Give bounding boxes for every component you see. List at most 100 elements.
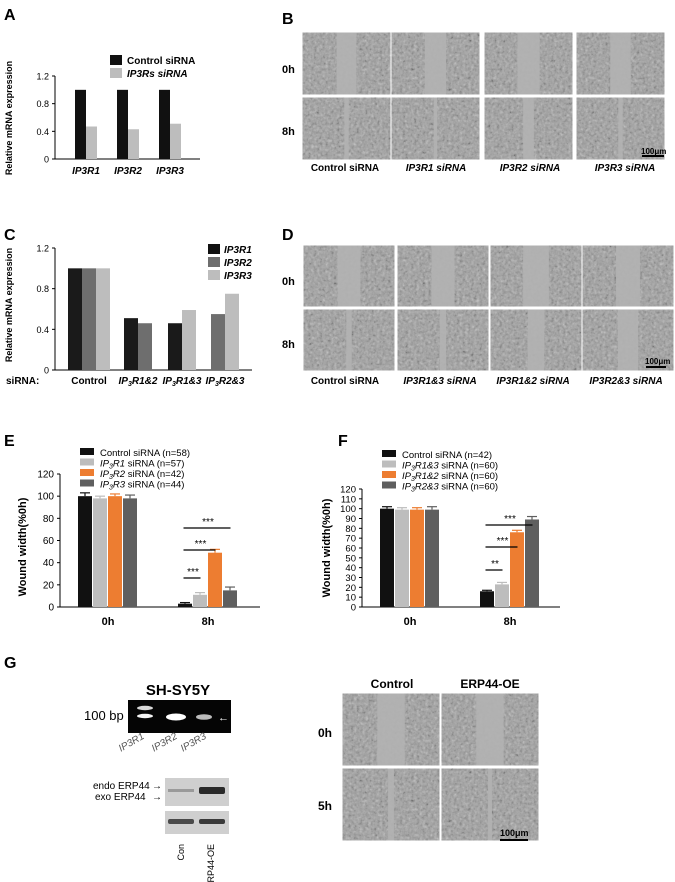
chart-a-xtick-label: IP3R2 xyxy=(114,166,142,177)
legend-c-ip3r2: IP3R2 xyxy=(224,258,252,269)
panel-d-col-ip3r13: IP3R1&3 siRNA xyxy=(403,376,476,387)
panel-label-b: B xyxy=(282,11,294,28)
chart-f-legend-label: IP3R2&3 siRNA (n=60) xyxy=(402,482,498,494)
panel-b-scale-label: 100μm xyxy=(641,147,666,156)
chart-e-sig-label: *** xyxy=(187,567,199,578)
panel-d-micro-wound-gap xyxy=(617,309,639,371)
panel-b-micro-wound-gap xyxy=(433,97,438,160)
chart-f-ytick-label: 10 xyxy=(345,593,356,604)
panel-label-f: F xyxy=(338,433,348,450)
chart-f-ytick-label: 100 xyxy=(340,504,356,515)
panel-d-micro-wound-gap xyxy=(337,245,361,307)
chart-a: Relative mRNA expression 0 0.4 0.8 1.2 IP3R… xyxy=(4,55,200,177)
panel-d-micro-image-border xyxy=(396,308,490,372)
panel-d-col-ip3r23: IP3R2&3 siRNA xyxy=(589,376,662,387)
gel-lane-ip3r1: IP3R1 xyxy=(117,731,147,754)
panel-b-col-ip3r3: IP3R3 siRNA xyxy=(595,163,656,174)
chart-f-legend-label: IP3R1&3 siRNA (n=60) xyxy=(402,461,498,473)
legend-a-swatch-ip3rs xyxy=(110,68,122,78)
panel-g-micro-image-border xyxy=(440,692,540,767)
panel-g-col-oe: ERP44-OE xyxy=(460,677,519,691)
chart-e-legend-swatch xyxy=(80,479,94,487)
legend-a-control: Control siRNA xyxy=(127,56,195,67)
chart-f-xtick-label: 8h xyxy=(504,616,517,628)
chart-e-ylabel: Wound width(%0h) xyxy=(17,497,29,596)
chart-c-bar xyxy=(168,323,182,370)
chart-f: Wound width(%0h) 01020304050607080901001… xyxy=(321,450,560,628)
chart-f-ytick-label: 60 xyxy=(345,544,356,555)
chart-f-legend-swatch xyxy=(382,460,396,468)
panel-g-micro-wound-gap xyxy=(488,768,492,841)
panel-g-micro-image-border xyxy=(341,767,441,842)
panel-d-col-control: Control siRNA xyxy=(311,376,379,387)
panel-b-micro-wound-gap xyxy=(424,32,447,95)
chart-a-bar xyxy=(75,89,86,159)
blot-loading xyxy=(165,811,229,834)
gel-band-ip3r3 xyxy=(196,714,212,720)
chart-e-sig-label: *** xyxy=(202,517,214,528)
chart-c-bar xyxy=(68,268,82,370)
chart-f-bar xyxy=(510,532,524,607)
chart-a-ytick-label: 0.8 xyxy=(36,99,49,109)
chart-e-ytick-label: 40 xyxy=(43,558,55,569)
panel-d-micro-wound-gap xyxy=(523,245,549,307)
chart-e-bar xyxy=(193,594,207,607)
gel-lane-ip3r2: IP3R2 xyxy=(150,731,180,755)
legend-c-swatch-2 xyxy=(208,257,220,267)
panel-g-micro-image-border xyxy=(440,767,540,842)
chart-a-bar xyxy=(170,123,181,159)
blot-arrow-exo: → xyxy=(152,792,162,803)
panel-d-micro-image-border xyxy=(396,244,490,308)
blot-arrow-endo: → xyxy=(152,781,162,792)
chart-e-legend-label: IP3R2 siRNA (n=42) xyxy=(100,469,184,481)
chart-e-ytick-label: 0 xyxy=(48,603,54,614)
chart-a-ytick-label: 0.4 xyxy=(36,127,49,137)
panel-label-d: D xyxy=(282,227,294,244)
chart-e-bar xyxy=(123,498,137,607)
micrograph-grid-d: 0h 8h Control siRNA IP3R1&3 siRNA IP3R1&… xyxy=(282,244,675,387)
panel-b-micro-image-border xyxy=(483,31,574,96)
legend-c-swatch-1 xyxy=(208,244,220,254)
panel-g: SH-SY5Y ← 100 bp IP3R1 IP3R2 IP3R3 endo … xyxy=(84,677,540,882)
chart-e-xtick-label: 8h xyxy=(202,616,215,628)
panel-d-row-8h: 8h xyxy=(282,339,295,351)
chart-f-bar xyxy=(425,509,439,607)
chart-c-bar xyxy=(138,323,152,370)
chart-a-ytick-label: 1.2 xyxy=(36,72,49,82)
panel-b-col-control: Control siRNA xyxy=(311,163,379,174)
panel-d-micro-wound-gap xyxy=(431,245,455,307)
chart-f-legend-label: IP3R1&2 siRNA (n=60) xyxy=(402,471,498,483)
panel-g-micro-wound-gap xyxy=(388,768,394,841)
chart-f-ytick-label: 70 xyxy=(345,534,356,545)
blot-lane-oe: ERP44-OE xyxy=(206,844,216,882)
chart-e-legend-swatch xyxy=(80,448,94,455)
chart-c-xtick-label: IP3R1&3 xyxy=(163,376,202,388)
panel-d-micro-wound-gap xyxy=(439,309,447,371)
panel-g-row-0h: 0h xyxy=(318,726,332,740)
chart-f-bar xyxy=(380,508,394,607)
panel-label-c: C xyxy=(4,227,16,244)
panel-d-micro-wound-gap xyxy=(527,309,545,371)
chart-e-legend-label: IP3R3 siRNA (n=44) xyxy=(100,480,184,492)
chart-c: Relative mRNA expression siRNA: 0 0.4 0.8 1… xyxy=(4,244,252,389)
chart-f-bar xyxy=(495,584,509,607)
gel-lane-ip3r3: IP3R3 xyxy=(179,731,209,755)
legend-a-swatch-control xyxy=(110,55,122,65)
blot-label-endo: endo ERP44 xyxy=(93,781,150,792)
chart-e-legend-label: Control siRNA (n=58) xyxy=(100,448,190,459)
chart-a-bar xyxy=(128,129,139,159)
chart-f-legend-swatch xyxy=(382,471,396,478)
chart-f-ytick-label: 80 xyxy=(345,524,356,535)
chart-f-bar xyxy=(525,519,539,607)
panel-label-g: G xyxy=(4,655,16,672)
gel-marker-label: 100 bp xyxy=(84,708,124,723)
chart-f-legend-swatch xyxy=(382,481,396,489)
blot-lane-con: Con xyxy=(176,844,186,861)
chart-f-sig-label: *** xyxy=(497,536,509,547)
panel-b-micro-image-border xyxy=(390,96,481,161)
panel-b-micro-wound-gap xyxy=(523,97,534,160)
chart-a-xtick-label: IP3R3 xyxy=(156,166,184,177)
gel-band-ip3r2 xyxy=(166,713,186,721)
chart-e-ytick-label: 80 xyxy=(43,514,55,525)
